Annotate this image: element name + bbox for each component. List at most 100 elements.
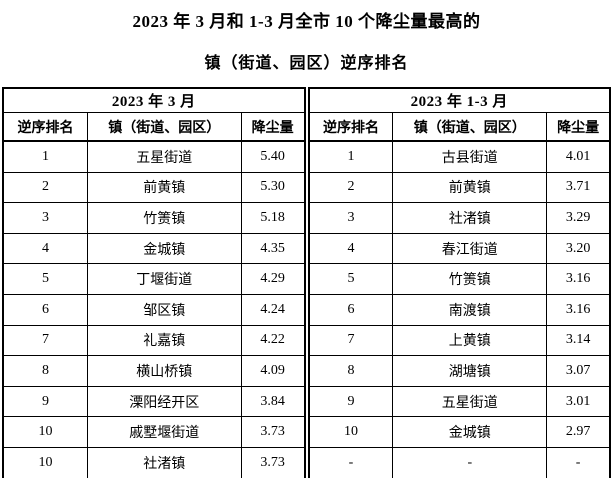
table-body-jan-to-march: 1 古县街道 4.01 2 前黄镇 3.71 3 社渚镇 3.29	[307, 140, 611, 478]
town-cell: 金城镇	[392, 416, 548, 448]
table-row: 10 戚墅堰街道 3.73	[2, 416, 306, 448]
table-row: 5 竹箦镇 3.16	[307, 263, 611, 295]
table-body-march: 1 五星街道 5.40 2 前黄镇 5.30 3 竹箦镇 5.18	[2, 140, 306, 478]
town-cell: -	[392, 446, 548, 478]
table-row: 9 五星街道 3.01	[307, 385, 611, 418]
dustfall-cell: 5.18	[240, 202, 306, 234]
table-row: 4 金城镇 4.35	[2, 232, 306, 265]
rank-cell: -	[307, 446, 394, 478]
rank-cell: 6	[307, 293, 394, 326]
town-cell: 金城镇	[86, 232, 242, 265]
rank-cell: 4	[307, 232, 394, 265]
town-cell: 春江街道	[392, 232, 548, 265]
column-header-town: 镇（街道、园区）	[392, 112, 548, 142]
rank-cell: 5	[2, 263, 88, 295]
table-period-row: 2023 年 1-3 月	[308, 87, 611, 113]
town-cell: 五星街道	[86, 140, 242, 173]
table-row: 6 邹区镇 4.24	[2, 293, 306, 326]
table-columns-row: 逆序排名 镇（街道、园区） 降尘量	[307, 112, 611, 142]
dustfall-cell: 5.30	[240, 171, 306, 204]
rank-cell: 10	[2, 446, 88, 478]
rank-cell: 7	[2, 324, 88, 357]
table-row: 10 社渚镇 3.73	[2, 446, 306, 478]
table-row: 4 春江街道 3.20	[307, 232, 611, 265]
town-cell: 竹箦镇	[86, 202, 242, 234]
rank-cell: 9	[307, 385, 394, 418]
table-period-header: 2023 年 1-3 月	[308, 87, 611, 113]
town-cell: 溧阳经开区	[86, 385, 242, 418]
rank-cell: 2	[2, 171, 88, 204]
dustfall-cell: 3.20	[546, 232, 611, 265]
table-row: 8 湖塘镇 3.07	[307, 355, 611, 387]
column-header-rank: 逆序排名	[307, 112, 394, 142]
dustfall-cell: 3.16	[546, 293, 611, 326]
dustfall-cell: 5.40	[240, 140, 306, 173]
column-header-rank: 逆序排名	[2, 112, 88, 142]
town-cell: 前黄镇	[392, 171, 548, 204]
rank-cell: 3	[2, 202, 88, 234]
dustfall-cell: 3.01	[546, 385, 611, 418]
rank-cell: 8	[2, 355, 88, 387]
rank-cell: 6	[2, 293, 88, 326]
town-cell: 邹区镇	[86, 293, 242, 326]
town-cell: 竹箦镇	[392, 263, 548, 295]
page-title: 2023 年 3 月和 1-3 月全市 10 个降尘量最高的	[132, 12, 481, 31]
column-header-town: 镇（街道、园区）	[86, 112, 242, 142]
rank-cell: 2	[307, 171, 394, 204]
dustfall-cell: 4.29	[240, 263, 306, 295]
dustfall-cell: -	[546, 446, 611, 478]
rank-cell: 5	[307, 263, 394, 295]
dustfall-cell: 4.01	[546, 140, 611, 173]
town-cell: 古县街道	[392, 140, 548, 173]
town-cell: 五星街道	[392, 385, 548, 418]
rank-cell: 4	[2, 232, 88, 265]
dustfall-cell: 3.16	[546, 263, 611, 295]
table-row: 5 丁堰街道 4.29	[2, 263, 306, 295]
town-cell: 南渡镇	[392, 293, 548, 326]
ranking-tables: 2023 年 3 月 逆序排名 镇（街道、园区） 降尘量 1 五星街道 5.40	[2, 87, 611, 478]
dustfall-cell: 3.29	[546, 202, 611, 234]
town-cell: 横山桥镇	[86, 355, 242, 387]
rank-cell: 9	[2, 385, 88, 418]
town-cell: 湖塘镇	[392, 355, 548, 387]
table-row: 2 前黄镇 3.71	[307, 171, 611, 204]
table-row: 7 礼嘉镇 4.22	[2, 324, 306, 357]
dustfall-cell: 3.84	[240, 385, 306, 418]
table-row: 10 金城镇 2.97	[307, 416, 611, 448]
table-jan-to-march: 2023 年 1-3 月 逆序排名 镇（街道、园区） 降尘量 1 古县街道 4.…	[307, 87, 611, 478]
table-march: 2023 年 3 月 逆序排名 镇（街道、园区） 降尘量 1 五星街道 5.40	[2, 87, 306, 478]
table-row: 8 横山桥镇 4.09	[2, 355, 306, 387]
page-subtitle: 镇（街道、园区）逆序排名	[204, 55, 409, 72]
column-header-dustfall: 降尘量	[240, 112, 306, 142]
table-row: 2 前黄镇 5.30	[2, 171, 306, 204]
dustfall-cell: 4.35	[240, 232, 306, 265]
rank-cell: 10	[307, 416, 394, 448]
column-header-dustfall: 降尘量	[546, 112, 611, 142]
town-cell: 前黄镇	[86, 171, 242, 204]
table-row: 6 南渡镇 3.16	[307, 293, 611, 326]
rank-cell: 8	[307, 355, 394, 387]
rank-cell: 1	[2, 140, 88, 173]
town-cell: 社渚镇	[86, 446, 242, 478]
dustfall-cell: 3.14	[546, 324, 611, 357]
dustfall-cell: 4.22	[240, 324, 306, 357]
dustfall-cell: 4.09	[240, 355, 306, 387]
table-period-header: 2023 年 3 月	[2, 87, 305, 113]
rank-cell: 10	[2, 416, 88, 448]
rank-cell: 7	[307, 324, 394, 357]
town-cell: 上黄镇	[392, 324, 548, 357]
dustfall-cell: 3.71	[546, 171, 611, 204]
town-cell: 丁堰街道	[86, 263, 242, 295]
table-row: 3 竹箦镇 5.18	[2, 202, 306, 234]
town-cell: 礼嘉镇	[86, 324, 242, 357]
table-row: 7 上黄镇 3.14	[307, 324, 611, 357]
dustfall-cell: 3.73	[240, 446, 306, 478]
table-row: - - -	[307, 446, 611, 478]
dustfall-cell: 3.73	[240, 416, 306, 448]
town-cell: 戚墅堰街道	[86, 416, 242, 448]
dustfall-cell: 4.24	[240, 293, 306, 326]
table-row: 1 五星街道 5.40	[2, 140, 306, 173]
rank-cell: 1	[307, 140, 394, 173]
dustfall-cell: 3.07	[546, 355, 611, 387]
